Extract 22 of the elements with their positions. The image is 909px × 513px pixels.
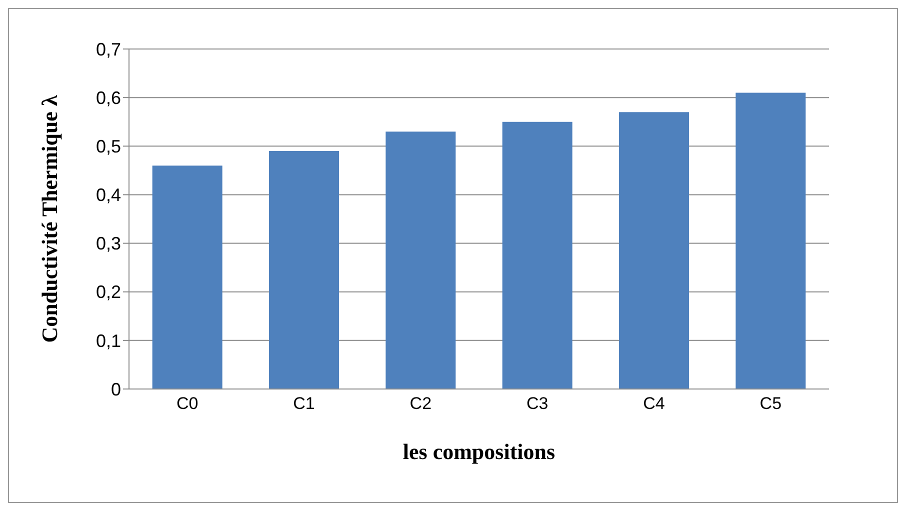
y-tick-label: 0 bbox=[110, 379, 121, 400]
bar bbox=[736, 92, 806, 389]
bar bbox=[269, 151, 339, 389]
x-tick-label: C2 bbox=[410, 394, 432, 414]
x-tick-label: C1 bbox=[293, 394, 315, 414]
y-tick-label: 0,5 bbox=[96, 136, 121, 157]
y-tick-label: 0,4 bbox=[96, 185, 121, 206]
y-tick-label: 0,3 bbox=[96, 234, 121, 254]
bar bbox=[502, 122, 572, 389]
bar bbox=[386, 132, 456, 389]
x-tick-label: C3 bbox=[526, 394, 548, 414]
y-tick-label: 0,6 bbox=[96, 88, 121, 108]
y-tick-label: 0,2 bbox=[96, 282, 121, 302]
y-tick-label: 0,1 bbox=[96, 330, 121, 351]
x-tick-label: C5 bbox=[760, 394, 782, 414]
x-axis-title: les compositions bbox=[402, 439, 556, 464]
bar bbox=[152, 166, 222, 389]
y-tick-label: 0,7 bbox=[96, 39, 121, 60]
x-tick-label: C0 bbox=[176, 394, 198, 414]
y-axis-title: Conductivité Thermique λ bbox=[36, 95, 62, 343]
x-tick-label: C4 bbox=[643, 394, 665, 414]
bar bbox=[619, 112, 689, 389]
